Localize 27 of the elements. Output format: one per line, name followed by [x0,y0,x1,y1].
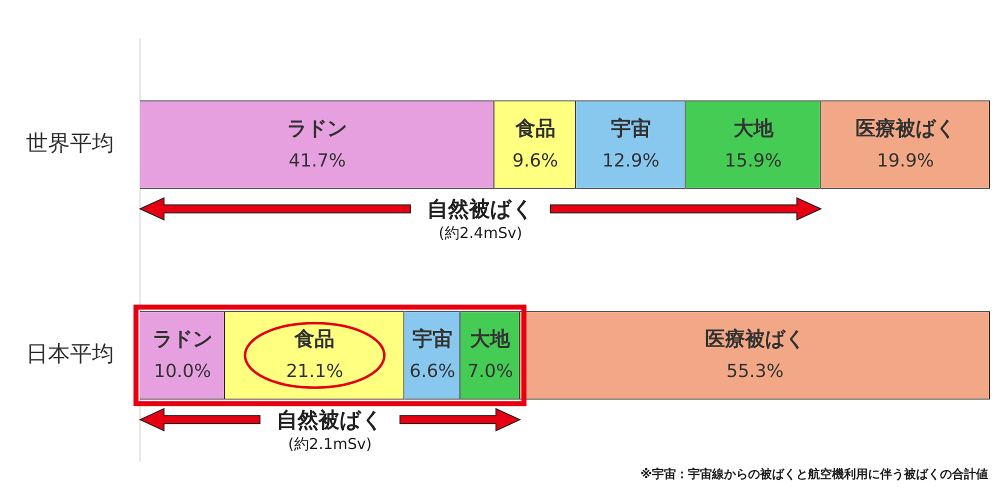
text: 医療被ばく [704,326,805,351]
text: ラドン [287,116,348,140]
data-label: 12.9% [602,150,660,172]
data-label: 7.0% [467,361,514,382]
text: 食品 [294,326,335,351]
data-label: 9.6% [512,150,558,172]
annotation: 自然被ばく [275,406,384,433]
text: 宇宙 [610,116,651,140]
series-label: 大地 [470,326,512,351]
text: 大地 [733,116,774,140]
annotation: (約2.4mSv) [438,222,524,243]
series-label: 医療被ばく [855,116,956,140]
data-label: 19.9% [876,150,934,172]
series-label: 食品 [514,116,556,140]
y-tick-label: 日本平均 [26,342,114,368]
data-label: 10.0% [154,361,212,382]
series-label: 宇宙 [412,326,452,351]
data-label: 55.3% [726,361,784,382]
data-label: 41.7% [288,150,346,172]
annotation: 自然被ばく [426,196,535,222]
data-label: 6.6% [410,361,456,382]
series-label: ラドン [152,326,212,351]
text: ※宇宙：宇宙線からの被ばくと航空機利用に伴う被ばくの合計値 [640,466,988,483]
annotation: (約2.1mSv) [287,434,373,454]
y-tick-label: 世界平均 [26,131,114,156]
data-label: 15.9% [724,150,782,172]
data-label: 21.1% [286,361,344,382]
